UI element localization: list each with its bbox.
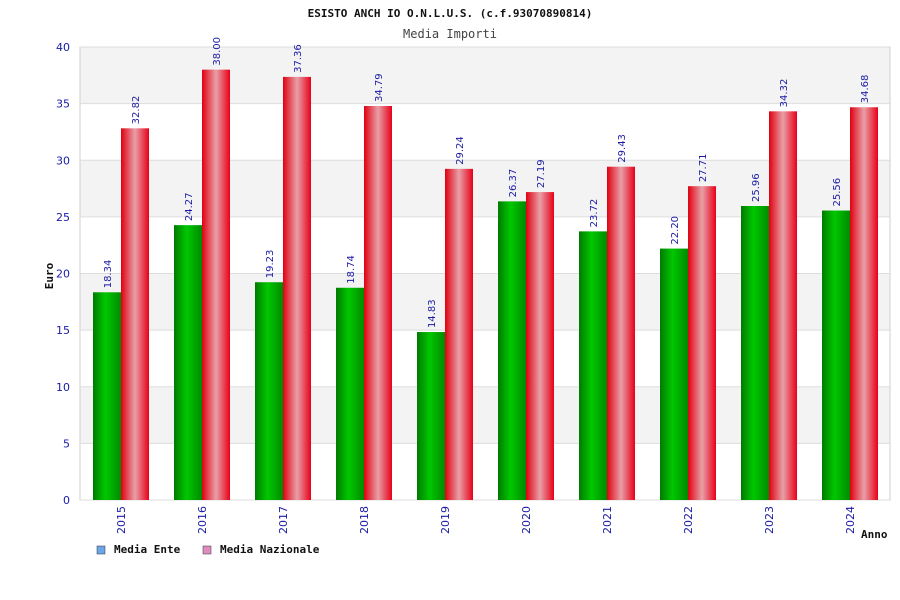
bar-media-ente-2019 (417, 332, 445, 500)
y-tick-label: 25 (56, 211, 70, 224)
data-label: 18.34 (103, 260, 114, 289)
data-label: 19.23 (265, 250, 276, 279)
x-tick-label: 2016 (196, 506, 209, 534)
legend: Media Ente Media Nazionale (96, 543, 320, 556)
y-axis-label: Euro (43, 262, 56, 289)
y-axis-ticks: 0 5 10 15 20 25 30 35 40 (56, 41, 70, 507)
data-label: 25.96 (751, 173, 762, 202)
y-tick-label: 35 (56, 98, 70, 111)
data-label: 14.83 (427, 299, 438, 328)
legend-swatch-media-nazionale (202, 545, 212, 555)
legend-swatch-media-ente (96, 545, 106, 555)
y-tick-label: 40 (56, 41, 70, 54)
data-label: 25.56 (832, 178, 843, 207)
bar-media-nazionale-2019 (445, 168, 473, 500)
data-label: 18.74 (346, 255, 357, 284)
y-tick-label: 20 (56, 268, 70, 281)
data-label: 37.36 (293, 44, 304, 73)
y-tick-label: 30 (56, 154, 70, 167)
x-tick-label: 2022 (682, 506, 695, 534)
bar-media-ente-2022 (660, 248, 688, 500)
bar-media-nazionale-2024 (850, 107, 878, 501)
plot-band (80, 103, 890, 161)
bar-media-nazionale-2017 (283, 76, 311, 500)
data-label: 23.72 (589, 199, 600, 228)
data-label: 26.37 (508, 169, 519, 198)
bar-media-nazionale-2016 (202, 69, 230, 501)
bar-media-nazionale-2020 (526, 192, 554, 501)
bar-media-ente-2015 (93, 292, 121, 500)
bar-media-nazionale-2023 (769, 111, 797, 501)
data-label: 34.32 (779, 79, 790, 108)
y-tick-label: 15 (56, 324, 70, 337)
x-axis-ticks: 2015 2016 2017 2018 2019 2020 2021 2022 2023 2024 (115, 506, 857, 534)
data-label: 38.00 (212, 37, 223, 66)
data-label: 27.71 (698, 154, 709, 183)
x-tick-label: 2015 (115, 506, 128, 534)
data-label: 34.68 (860, 75, 871, 104)
data-label: 22.20 (670, 216, 681, 245)
data-label: 27.19 (536, 159, 547, 188)
x-tick-label: 2018 (358, 506, 371, 534)
x-tick-label: 2024 (844, 506, 857, 534)
x-axis-label: Anno (861, 528, 888, 541)
bar-media-nazionale-2015 (121, 128, 149, 500)
bar-media-nazionale-2021 (607, 166, 635, 500)
bar-media-ente-2018 (336, 287, 364, 500)
data-label: 29.24 (455, 136, 466, 165)
legend-label-media-nazionale: Media Nazionale (220, 543, 320, 556)
plot-band (80, 47, 890, 104)
bar-media-ente-2024 (822, 210, 850, 500)
bar-media-nazionale-2018 (364, 106, 392, 501)
data-label: 29.43 (617, 134, 628, 163)
legend-label-media-ente: Media Ente (114, 543, 181, 556)
bar-media-nazionale-2022 (688, 186, 716, 500)
bar-media-ente-2021 (579, 231, 607, 500)
data-label: 24.27 (184, 193, 195, 222)
x-tick-label: 2020 (520, 506, 533, 534)
chart-subtitle: Media Importi (403, 27, 497, 41)
bars: 18.34 32.82 24.27 38.00 19.23 37.36 18.74 34.79… (93, 37, 878, 501)
x-tick-label: 2021 (601, 506, 614, 534)
data-label: 34.79 (374, 73, 385, 102)
bar-media-ente-2016 (174, 225, 202, 500)
chart-title: ESISTO ANCH IO O.N.L.U.S. (c.f.930708908… (308, 7, 593, 20)
y-tick-label: 5 (63, 437, 70, 450)
x-tick-label: 2019 (439, 506, 452, 534)
bar-media-ente-2020 (498, 201, 526, 501)
x-tick-label: 2017 (277, 506, 290, 534)
y-tick-label: 10 (56, 381, 70, 394)
y-tick-label: 0 (63, 494, 70, 507)
bar-media-ente-2023 (741, 206, 769, 501)
data-label: 32.82 (131, 96, 142, 125)
bar-media-ente-2017 (255, 282, 283, 500)
x-tick-label: 2023 (763, 506, 776, 534)
